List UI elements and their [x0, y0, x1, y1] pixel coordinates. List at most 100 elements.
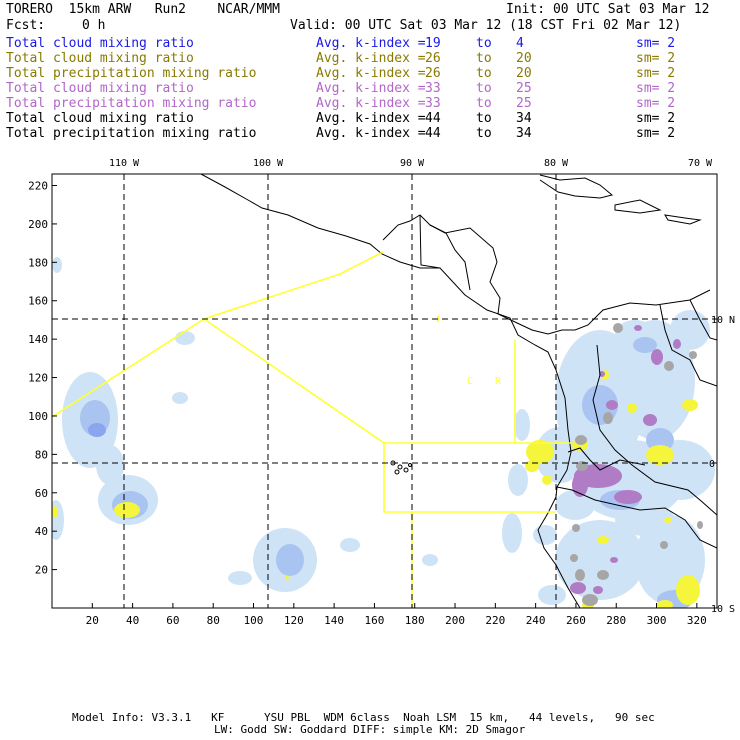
- legend-high: 25: [516, 81, 532, 96]
- x-tick-label: 120: [284, 614, 304, 627]
- legend-low: 44: [425, 126, 441, 141]
- y-tick-label: 140: [28, 333, 48, 346]
- x-tick-label: 140: [324, 614, 344, 627]
- y-tick-label: 120: [28, 372, 48, 385]
- legend-row: Total precipitation mixing ratio Avg. k-…: [6, 126, 736, 141]
- legend-variable: Total cloud mixing ratio: [6, 111, 194, 126]
- lon-label: 100 W: [253, 158, 284, 169]
- legend-smoothing: sm= 2: [636, 81, 676, 96]
- x-tick-label: 80: [207, 614, 220, 627]
- legend-variable: Total precipitation mixing ratio: [6, 96, 257, 111]
- forecast-hour: 0 h: [82, 18, 106, 33]
- y-tick-label: 220: [28, 180, 48, 193]
- legend-low: 33: [425, 96, 441, 111]
- x-tick-label: 20: [86, 614, 99, 627]
- legend-high: 20: [516, 51, 532, 66]
- x-tick-label: 300: [647, 614, 667, 627]
- legend-low: 19: [425, 36, 441, 51]
- legend-smoothing: sm= 2: [636, 96, 676, 111]
- y-tick-label: 180: [28, 256, 48, 269]
- init-time: Init: 00 UTC Sat 03 Mar 12: [506, 2, 710, 17]
- x-tick-label: 180: [405, 614, 425, 627]
- legend-to: to: [476, 36, 492, 51]
- x-tick-label: 200: [445, 614, 465, 627]
- legend-variable: Total precipitation mixing ratio: [6, 126, 257, 141]
- legend-row: Total cloud mixing ratio Avg. k-index = …: [6, 51, 736, 66]
- legend-high: 4: [516, 36, 524, 51]
- legend-low: 44: [425, 111, 441, 126]
- legend-avg: Avg. k-index =: [316, 66, 426, 81]
- coastlines: [200, 174, 717, 608]
- region-boundaries: [52, 251, 571, 608]
- physics-info: LW: Godd SW: Goddard DIFF: simple KM: 2D…: [214, 723, 526, 736]
- model-info: Model Info: V3.3.1 KF YSU PBL WDM 6class…: [72, 711, 655, 724]
- legend-to: to: [476, 126, 492, 141]
- legend-high: 25: [516, 96, 532, 111]
- legend-smoothing: sm= 2: [636, 51, 676, 66]
- legend-low: 33: [425, 81, 441, 96]
- y-tick-label: 160: [28, 295, 48, 308]
- y-tick-label: 100: [28, 410, 48, 423]
- x-tick-label: 240: [526, 614, 546, 627]
- legend-avg: Avg. k-index =: [316, 96, 426, 111]
- y-tick-label: 40: [35, 525, 48, 538]
- latitude-labels: 10 N 0 10 S: [709, 315, 735, 615]
- legend-high: 34: [516, 126, 532, 141]
- legend-variable: Total precipitation mixing ratio: [6, 66, 257, 81]
- field-shading: [52, 257, 715, 608]
- map-frame: [51, 173, 718, 609]
- region-letter: R: [495, 376, 502, 387]
- legend-to: to: [476, 51, 492, 66]
- legend-high: 34: [516, 111, 532, 126]
- legend-avg: Avg. k-index =: [316, 36, 426, 51]
- legend-row: Total cloud mixing ratio Avg. k-index = …: [6, 81, 736, 96]
- model-title: TORERO 15km ARW Run2 NCAR/MMM: [6, 2, 280, 17]
- y-tick-label: 80: [35, 448, 48, 461]
- legend-smoothing: sm= 2: [636, 66, 676, 81]
- y-tick-label: 200: [28, 218, 48, 231]
- x-tick-label: 100: [244, 614, 264, 627]
- legend-smoothing: sm= 2: [636, 126, 676, 141]
- lon-label: 90 W: [400, 158, 425, 169]
- legend-low: 26: [425, 66, 441, 81]
- legend-to: to: [476, 96, 492, 111]
- legend-row: Total precipitation mixing ratio Avg. k-…: [6, 66, 736, 81]
- forecast-map: C R 20 40 60 80 100 120 140 160 180 200 220 240 260 2…: [28, 158, 735, 627]
- legend-avg: Avg. k-index =: [316, 81, 426, 96]
- x-tick-label: 60: [166, 614, 179, 627]
- latlon-grid: [52, 174, 717, 608]
- lat-label: 10 S: [711, 604, 735, 615]
- legend-to: to: [476, 66, 492, 81]
- legend-row: Total cloud mixing ratio Avg. k-index = …: [6, 36, 736, 51]
- legend-high: 20: [516, 66, 532, 81]
- legend-to: to: [476, 111, 492, 126]
- x-tick-label: 260: [566, 614, 586, 627]
- legend-to: to: [476, 81, 492, 96]
- legend-avg: Avg. k-index =: [316, 111, 426, 126]
- legend-row: Total cloud mixing ratio Avg. k-index = …: [6, 111, 736, 126]
- legend-variable: Total cloud mixing ratio: [6, 51, 194, 66]
- x-tick-label: 320: [687, 614, 707, 627]
- y-tick-label: 20: [35, 564, 48, 577]
- legend-avg: Avg. k-index =: [316, 51, 426, 66]
- legend-row: Total precipitation mixing ratio Avg. k-…: [6, 96, 736, 111]
- legend-variable: Total cloud mixing ratio: [6, 36, 194, 51]
- longitude-labels: 110 W 100 W 90 W 80 W 70 W: [109, 158, 713, 169]
- lat-label: 0: [709, 459, 715, 470]
- y-tick-label: 60: [35, 487, 48, 500]
- valid-time: Valid: 00 UTC Sat 03 Mar 12 (18 CST Fri …: [290, 18, 682, 33]
- legend-avg: Avg. k-index =: [316, 126, 426, 141]
- x-tick-label: 280: [606, 614, 626, 627]
- lon-label: 80 W: [544, 158, 569, 169]
- x-tick-label: 40: [126, 614, 139, 627]
- region-letter: C: [467, 376, 473, 387]
- legend-variable: Total cloud mixing ratio: [6, 81, 194, 96]
- x-tick-label: 160: [364, 614, 384, 627]
- forecast-label: Fcst:: [6, 18, 46, 33]
- legend-smoothing: sm= 2: [636, 36, 676, 51]
- legend-low: 26: [425, 51, 441, 66]
- lon-label: 70 W: [688, 158, 713, 169]
- x-axis: 20 40 60 80 100 120 140 160 180 200 220 240 260 280 30…: [86, 603, 707, 627]
- x-tick-label: 220: [485, 614, 505, 627]
- lon-label: 110 W: [109, 158, 140, 169]
